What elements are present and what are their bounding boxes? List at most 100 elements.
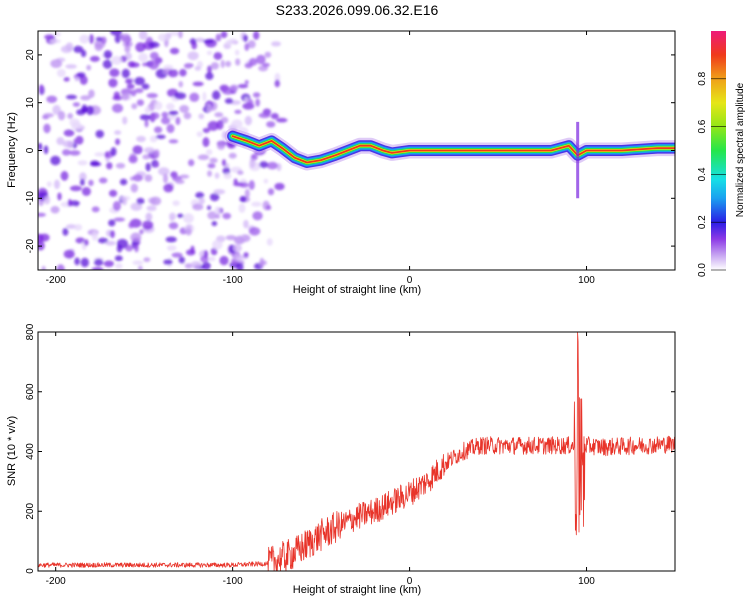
noise-blob	[195, 37, 205, 43]
noise-blob	[139, 114, 152, 121]
noise-blob	[130, 202, 143, 211]
noise-blob	[128, 155, 138, 164]
noise-blob	[130, 232, 142, 243]
noise-blob	[168, 69, 179, 78]
noise-blob	[145, 212, 153, 221]
bottom-y-tick-label: 800	[25, 323, 36, 340]
noise-blob	[207, 170, 212, 177]
noise-blob	[216, 141, 226, 150]
noise-blob	[234, 109, 242, 114]
noise-blob	[235, 58, 241, 66]
noise-blob	[248, 226, 261, 236]
noise-blob	[236, 262, 244, 270]
noise-blob	[179, 68, 187, 77]
noise-blob	[205, 149, 213, 156]
noise-blob	[223, 172, 232, 179]
colorbar-tick-label: 0.8	[697, 71, 708, 85]
bottom-y-tick-label: 400	[25, 443, 36, 460]
noise-blob	[60, 171, 69, 181]
noise-blob	[38, 233, 44, 243]
noise-blob	[103, 260, 115, 267]
noise-blob	[233, 178, 238, 184]
top-y-tick-label: 10	[25, 97, 36, 109]
noise-blob	[153, 126, 163, 134]
noise-blob	[144, 174, 153, 182]
noise-blob	[228, 38, 238, 45]
noise-blob	[60, 45, 73, 53]
noise-blob	[237, 84, 249, 89]
noise-blob	[142, 220, 154, 230]
noise-blob	[259, 161, 269, 169]
noise-blob	[237, 170, 244, 175]
noise-blob	[177, 213, 184, 218]
noise-blob	[125, 78, 133, 85]
bottom-x-tick-label: 100	[578, 576, 595, 587]
noise-blob	[244, 79, 249, 85]
noise-blob	[120, 93, 130, 101]
noise-blob	[74, 257, 80, 266]
noise-blob	[202, 91, 207, 102]
noise-blob	[222, 166, 231, 175]
noise-blob	[110, 31, 122, 36]
noise-blob	[205, 72, 214, 80]
noise-blob	[38, 240, 45, 251]
noise-blob	[225, 235, 237, 241]
noise-blob	[141, 83, 150, 90]
frequency-ridge	[224, 121, 675, 199]
noise-blob	[136, 99, 144, 106]
noise-blob	[158, 167, 170, 176]
noise-blob	[228, 152, 237, 159]
noise-blob	[112, 95, 123, 101]
noise-blob	[69, 118, 80, 127]
noise-blob	[69, 185, 82, 192]
noise-blob	[187, 51, 199, 61]
noise-blob	[191, 41, 198, 50]
noise-blob	[231, 119, 243, 129]
noise-blob	[136, 135, 146, 143]
noise-blob	[256, 54, 266, 65]
noise-blob	[163, 183, 174, 193]
noise-blob	[94, 43, 103, 52]
noise-blob	[124, 45, 131, 53]
noise-blob	[189, 92, 200, 102]
noise-blob	[73, 138, 79, 144]
noise-blob	[267, 188, 275, 196]
noise-blob	[255, 98, 260, 107]
top-x-axis-label: Height of straight line (km)	[293, 284, 421, 296]
noise-blob	[232, 244, 242, 253]
noise-blob	[259, 257, 265, 268]
noise-blob	[243, 252, 249, 258]
noise-blob	[258, 112, 271, 119]
noise-blob	[57, 192, 62, 201]
noise-blob	[178, 31, 183, 39]
noise-blob	[142, 62, 149, 67]
noise-blob	[153, 101, 163, 111]
noise-blob	[252, 92, 261, 98]
noise-blob	[97, 237, 109, 244]
noise-blob	[121, 197, 128, 206]
noise-blob	[106, 162, 113, 170]
snr-series-line	[38, 332, 675, 571]
noise-blob	[86, 64, 92, 71]
noise-blob	[262, 62, 270, 67]
noise-blob	[116, 238, 129, 249]
chart-title: S233.2026.099.06.32.E16	[276, 2, 439, 18]
noise-blob	[98, 177, 108, 184]
noise-blob	[244, 43, 250, 51]
noise-blob	[175, 116, 181, 126]
noise-blob	[94, 152, 106, 157]
noise-blob	[244, 188, 250, 199]
noise-blob	[149, 135, 158, 143]
noise-blob	[178, 256, 186, 264]
noise-blob	[110, 230, 115, 239]
noise-blob	[81, 187, 91, 196]
noise-blob	[43, 113, 54, 118]
noise-blob	[266, 161, 279, 170]
noise-blob	[188, 159, 195, 167]
top-x-ticks: -200 -100 0 100	[46, 31, 595, 286]
noise-blob	[212, 239, 223, 250]
noise-blob	[115, 263, 123, 269]
noise-blob	[80, 95, 91, 101]
noise-blob	[178, 81, 184, 88]
noise-blob	[163, 173, 169, 184]
